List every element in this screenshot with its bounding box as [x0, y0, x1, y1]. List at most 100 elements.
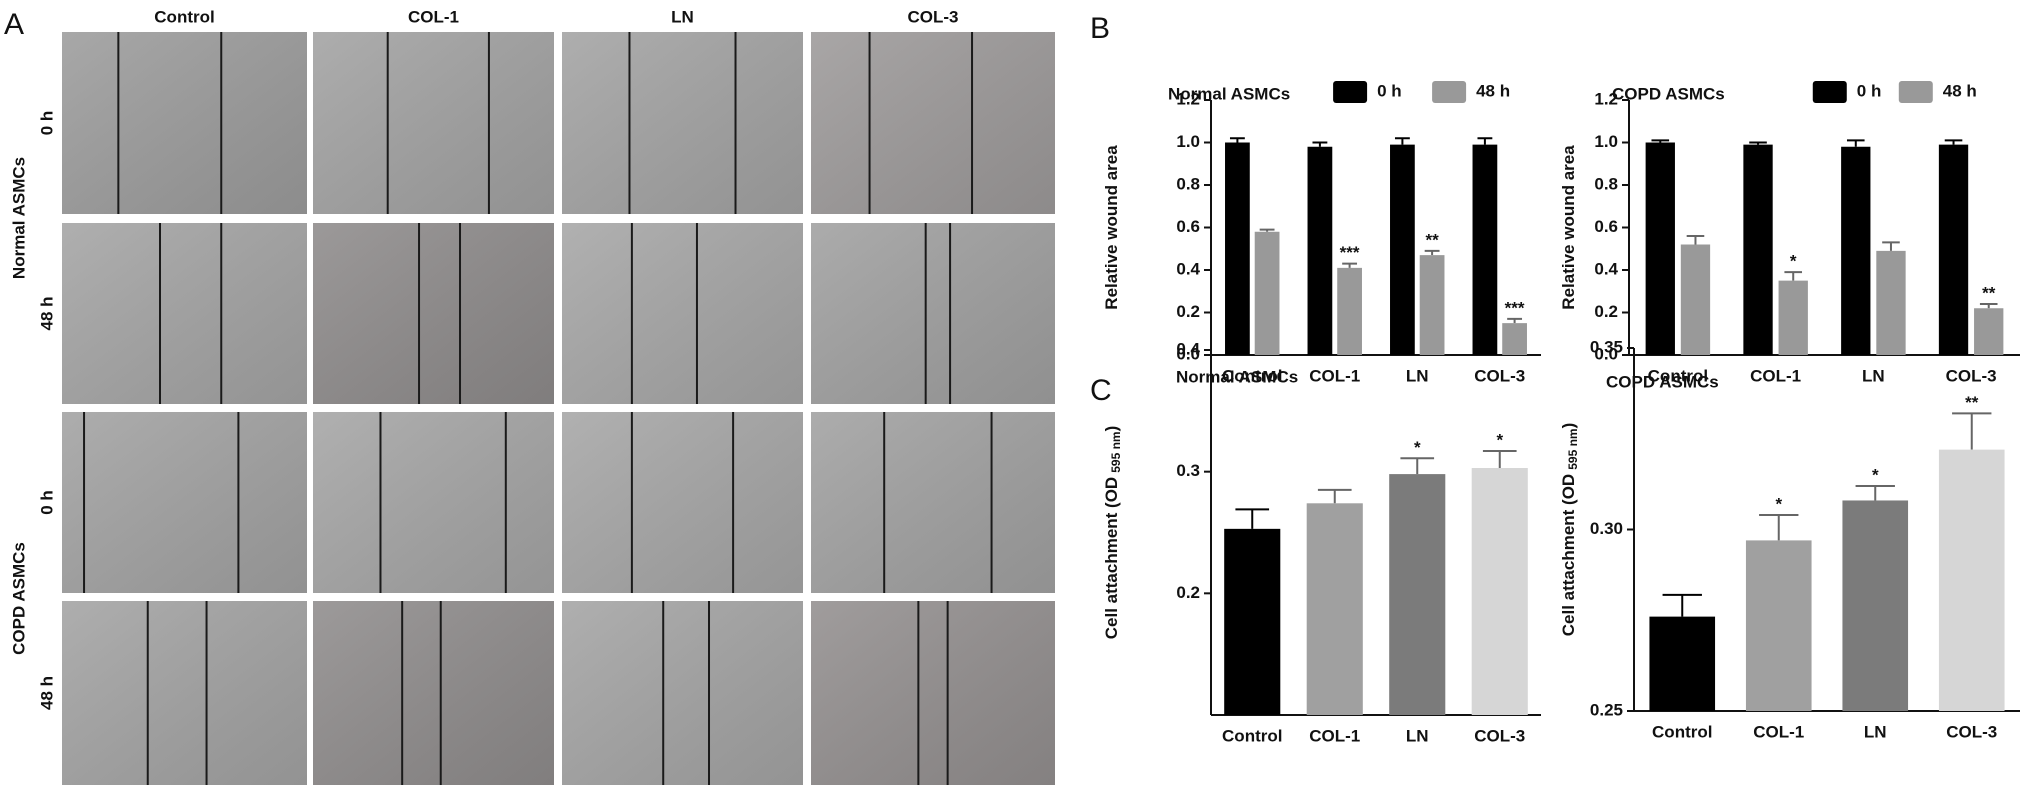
y-tick-label: 0.8 — [1176, 174, 1200, 193]
bar — [1745, 540, 1812, 711]
y-tick-label: 0.2 — [1176, 583, 1200, 602]
row-label: 48 h — [37, 296, 56, 330]
bar — [1938, 144, 1969, 355]
bar — [1778, 280, 1808, 355]
significance-label: * — [1496, 430, 1503, 449]
significance-label: *** — [1505, 298, 1525, 317]
y-axis-label: Cell attachment (OD 595 nm) — [1102, 426, 1123, 640]
micrograph-shade — [562, 223, 803, 404]
row-label: 0 h — [37, 111, 56, 136]
x-tick-label: Control — [1648, 366, 1708, 385]
y-tick-label: 1.2 — [1594, 89, 1618, 108]
bar — [1254, 231, 1280, 355]
group-label: Normal ASMCs — [9, 157, 28, 279]
x-tick-label: LN — [1864, 722, 1887, 741]
micrograph-shade — [62, 412, 307, 593]
bar — [1502, 323, 1527, 355]
y-axis-label-sub: 595 nm — [1566, 428, 1580, 469]
x-tick-label: Control — [1222, 366, 1282, 385]
legend-swatch — [1432, 81, 1467, 103]
micrograph-shade — [62, 32, 307, 214]
y-tick-label: 0.2 — [1594, 302, 1618, 321]
bar — [1743, 144, 1773, 355]
bar — [1224, 528, 1281, 715]
legend-label: 0 h — [1377, 81, 1402, 100]
micrograph-shade — [811, 32, 1055, 214]
panel-label: A — [4, 8, 24, 41]
bar — [1680, 244, 1711, 355]
chart-title: Normal ASMCs — [1168, 84, 1290, 103]
y-tick-label: 0.4 — [1176, 259, 1200, 278]
bar — [1876, 250, 1906, 355]
micrograph-shade — [562, 601, 803, 785]
x-tick-label: COL-3 — [1946, 366, 1997, 385]
bar — [1337, 267, 1362, 355]
y-tick-label: 0.3 — [1176, 461, 1200, 480]
x-tick-label: Control — [1222, 726, 1282, 745]
bar — [1306, 503, 1363, 715]
y-axis-label-text: Relative wound area — [1102, 145, 1121, 310]
y-tick-label: 0.30 — [1590, 519, 1623, 538]
y-tick-label: 0.4 — [1176, 339, 1200, 358]
y-tick-label: 0.6 — [1176, 217, 1200, 236]
x-tick-label: COL-1 — [1753, 722, 1804, 741]
y-axis-label-end: ) — [1559, 423, 1578, 429]
micrograph-shade — [811, 223, 1055, 404]
legend-swatch — [1812, 81, 1847, 103]
significance-label: * — [1414, 438, 1421, 457]
y-tick-label: 0.0 — [1176, 344, 1200, 363]
legend-swatch — [1898, 81, 1933, 103]
bar — [1841, 146, 1871, 355]
y-tick-label: 0.0 — [1594, 344, 1618, 363]
x-tick-label: COL-1 — [1309, 726, 1360, 745]
bar — [1471, 468, 1528, 715]
x-tick-label: LN — [1406, 366, 1429, 385]
micrograph-shade — [562, 32, 803, 214]
x-tick-label: LN — [1862, 366, 1885, 385]
y-tick-label: 1.2 — [1176, 89, 1200, 108]
y-axis-label-text: Cell attachment (OD — [1559, 474, 1578, 636]
bar — [1389, 474, 1446, 715]
panel-label: B — [1090, 12, 1110, 45]
bar — [1307, 146, 1333, 355]
bar — [1938, 449, 2005, 711]
micrograph-shade — [62, 601, 307, 785]
column-header: LN — [671, 7, 694, 26]
chart-title: COPD ASMCs — [1612, 84, 1725, 103]
y-axis-label: Relative wound area — [1102, 145, 1121, 310]
significance-label: *** — [1340, 243, 1360, 262]
x-tick-label: COL-1 — [1750, 366, 1801, 385]
micrograph-shade — [62, 223, 307, 404]
bar — [1419, 255, 1445, 355]
group-label: COPD ASMCs — [9, 542, 28, 655]
y-axis-label-text: Relative wound area — [1559, 145, 1578, 310]
y-tick-label: 0.25 — [1590, 700, 1623, 719]
bar — [1842, 500, 1909, 711]
panel-label: C — [1090, 374, 1112, 407]
micrograph-shade — [313, 32, 554, 214]
x-tick-label: COL-1 — [1309, 366, 1360, 385]
y-axis-label: Cell attachment (OD 595 nm) — [1559, 423, 1580, 637]
row-label: 48 h — [37, 676, 56, 710]
legend-label: 0 h — [1857, 81, 1882, 100]
micrograph-shade — [811, 601, 1055, 785]
significance-label: * — [1775, 494, 1782, 513]
micrograph-shade — [313, 412, 554, 593]
legend-label: 48 h — [1943, 81, 1977, 100]
x-tick-label: Control — [1652, 722, 1712, 741]
significance-label: * — [1790, 252, 1797, 271]
legend-label: 48 h — [1476, 81, 1510, 100]
significance-label: ** — [1965, 393, 1979, 412]
row-label: 0 h — [37, 490, 56, 515]
y-axis-label-sub: 595 nm — [1109, 431, 1123, 472]
y-tick-label: 0.8 — [1594, 174, 1618, 193]
y-tick-label: 0.6 — [1594, 217, 1618, 236]
bar — [1974, 308, 2004, 355]
y-axis-label: Relative wound area — [1559, 145, 1578, 310]
micrograph-shade — [562, 412, 803, 593]
x-tick-label: COL-3 — [1946, 722, 1997, 741]
column-header: COL-1 — [408, 7, 459, 26]
column-header: COL-3 — [908, 7, 959, 26]
